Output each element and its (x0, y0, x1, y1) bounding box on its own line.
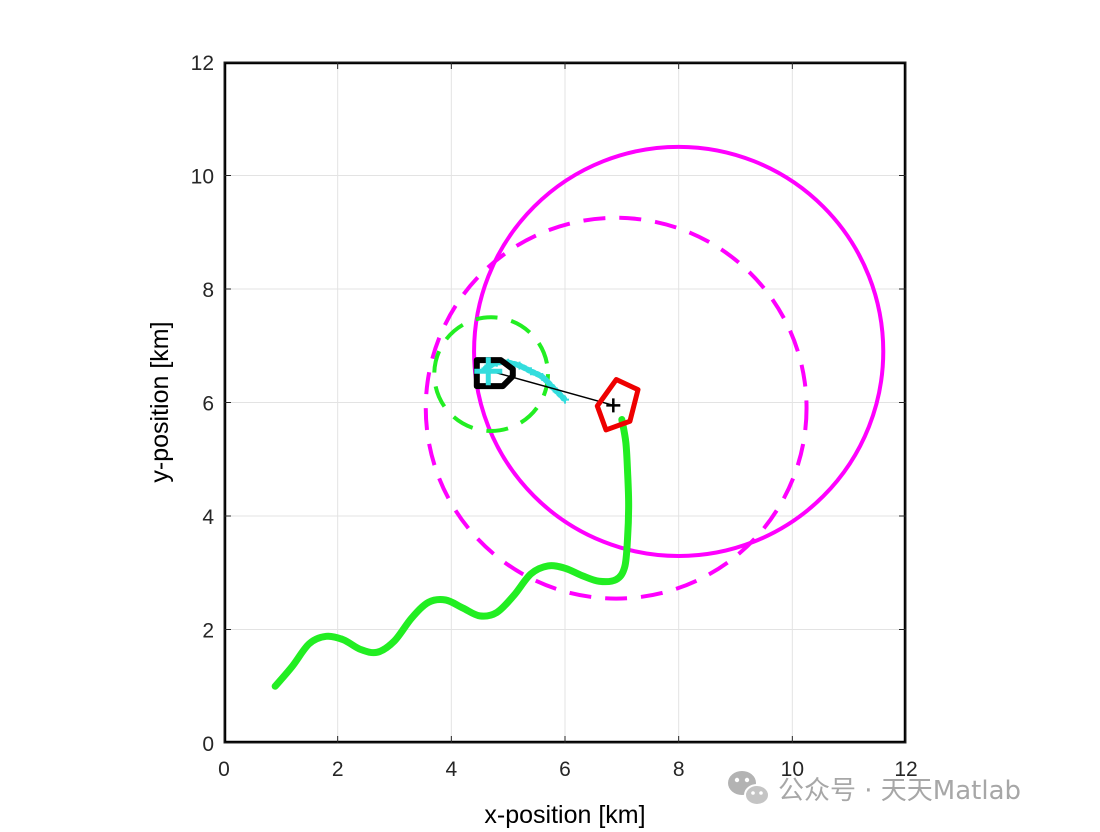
magenta-solid-circle (472, 144, 886, 559)
x-tick-label: 6 (559, 758, 571, 781)
x-tick-label: 4 (445, 758, 457, 781)
green-dashed-circle (432, 315, 550, 433)
green-trajectory (271, 416, 633, 690)
x-tick-label: 12 (894, 758, 917, 781)
x-tick-label: 0 (218, 758, 230, 781)
watermark-text: 公众号 · 天天Matlab (778, 776, 1021, 806)
cyan-point (538, 372, 547, 381)
x-tick-label: 2 (332, 758, 344, 781)
y-tick-label: 0 (202, 733, 214, 756)
y-tick-label: 4 (202, 506, 214, 529)
black-boat-marker (473, 357, 516, 390)
cyan-point (561, 395, 569, 404)
x-tick-label: 8 (673, 758, 685, 781)
cyan-plus-marker (474, 357, 503, 386)
axis-ticks: 0 2 4 6 8 10 12 0 2 4 6 8 10 12 (191, 52, 918, 781)
y-tick-label: 6 (202, 393, 214, 416)
black-plus-marker (606, 398, 621, 413)
watermark: 公众号 · 天天Matlab (728, 771, 1021, 806)
wechat-icon (728, 771, 770, 806)
cyan-point (515, 361, 524, 370)
magenta-dashed-circle (423, 215, 809, 601)
y-tick-label: 12 (191, 52, 214, 75)
x-axis-label: x-position [km] (484, 801, 645, 829)
data-layer (224, 62, 906, 743)
cyan-point (526, 367, 535, 376)
y-tick-label: 8 (202, 279, 214, 302)
red-arrow-marker (594, 377, 641, 433)
y-tick-label: 10 (191, 166, 214, 189)
x-tick-label: 10 (781, 758, 804, 781)
y-tick-label: 2 (202, 620, 214, 643)
y-axis-label: y-position [km] (146, 321, 174, 482)
